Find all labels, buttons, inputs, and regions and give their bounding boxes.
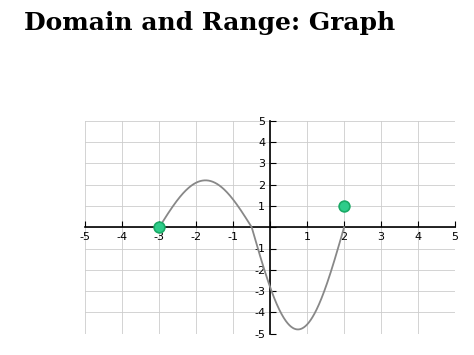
Text: Domain and Range: Graph: Domain and Range: Graph: [24, 11, 395, 35]
Point: [340, 203, 348, 209]
Point: [155, 224, 163, 230]
